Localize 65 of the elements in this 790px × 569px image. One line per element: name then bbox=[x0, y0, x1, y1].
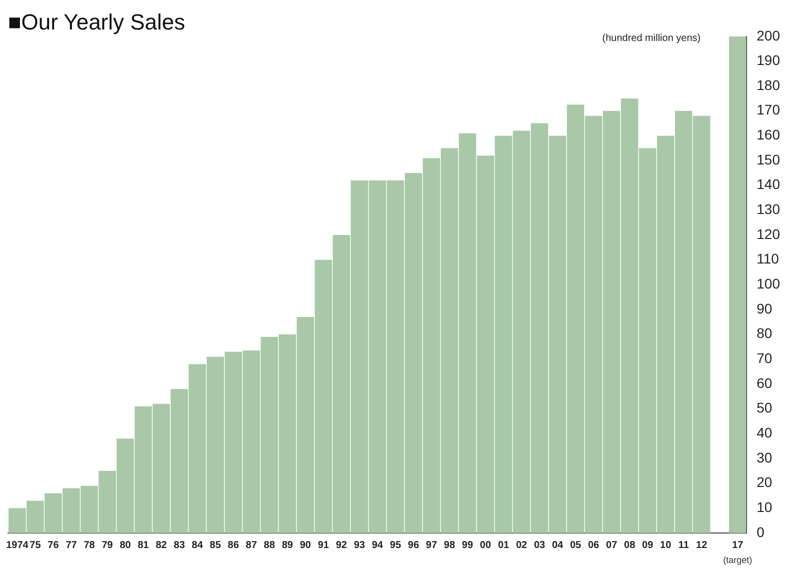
x-tick-label: 89 bbox=[282, 540, 294, 551]
x-tick-label: 86 bbox=[228, 540, 240, 551]
y-tick-label: 80 bbox=[756, 325, 772, 342]
x-tick-label: 75 bbox=[30, 540, 42, 551]
y-tick-label: 50 bbox=[756, 400, 772, 416]
y-tick-label: 110 bbox=[756, 250, 780, 267]
y-tick-label: 190 bbox=[756, 52, 780, 68]
y-axis-title: (hundred million yens) bbox=[602, 33, 701, 44]
x-tick-label: 99 bbox=[462, 540, 474, 551]
x-tick-label: 94 bbox=[372, 540, 384, 551]
x-tick-label: 09 bbox=[642, 540, 654, 551]
x-tick-label: 83 bbox=[174, 540, 186, 551]
x-tick-label: 92 bbox=[336, 540, 348, 551]
x-tick-label: 91 bbox=[318, 540, 330, 551]
x-tick-label: 07 bbox=[606, 540, 618, 551]
y-tick-label: 100 bbox=[756, 276, 780, 292]
x-tick-label: 85 bbox=[210, 540, 222, 551]
x-tick-label: 84 bbox=[192, 540, 204, 551]
x-tick-label: 00 bbox=[480, 540, 492, 551]
x-tick-label: 87 bbox=[246, 540, 258, 551]
x-tick-label: 97 bbox=[426, 540, 438, 551]
x-tick-label: 98 bbox=[444, 540, 456, 551]
x-tick-label: 76 bbox=[48, 540, 60, 551]
x-tick-label: 01 bbox=[498, 540, 510, 551]
y-tick-label: 60 bbox=[756, 374, 772, 391]
y-tick-label: 200 bbox=[756, 27, 780, 44]
y-tick-label: 70 bbox=[756, 350, 772, 366]
y-tick-label: 160 bbox=[756, 126, 780, 143]
x-tick-label: 77 bbox=[66, 540, 78, 551]
y-tick-label: 180 bbox=[756, 76, 780, 93]
x-tick-label: 79 bbox=[102, 540, 114, 551]
y-tick-label: 130 bbox=[756, 201, 780, 218]
y-tick-label: 150 bbox=[756, 151, 780, 168]
x-tick-label: 80 bbox=[120, 540, 132, 551]
y-tick-label: 140 bbox=[756, 176, 780, 192]
y-tick-label: 30 bbox=[756, 449, 772, 466]
x-tick-label: 04 bbox=[552, 540, 564, 551]
x-tick-label: 12 bbox=[696, 540, 708, 551]
text: (target) bbox=[723, 554, 752, 565]
x-tick-label: 88 bbox=[264, 540, 276, 551]
x-tick-label: 78 bbox=[84, 540, 96, 551]
y-tick-label: 120 bbox=[756, 226, 780, 242]
chart-title: ■Our Yearly Sales bbox=[8, 9, 186, 34]
y-tick-label: 20 bbox=[756, 474, 772, 490]
x-tick-label: 96 bbox=[408, 540, 420, 551]
x-tick-label: 08 bbox=[624, 540, 636, 551]
y-tick-label: 170 bbox=[756, 102, 780, 118]
x-tick-label: 06 bbox=[588, 540, 600, 551]
y-tick-label: 0 bbox=[756, 524, 765, 540]
x-tick-label: 82 bbox=[156, 540, 168, 551]
x-tick-label: 81 bbox=[138, 540, 150, 551]
x-tick-label: 95 bbox=[390, 540, 402, 551]
y-tick-label: 40 bbox=[756, 424, 772, 441]
x-tick-label: 03 bbox=[534, 540, 546, 551]
x-tick-label: 11 bbox=[678, 540, 690, 551]
x-tick-label: 02 bbox=[516, 540, 528, 551]
x-tick-label: 05 bbox=[570, 540, 582, 551]
x-tick-label: 17 bbox=[732, 540, 744, 551]
x-tick-label: 10 bbox=[660, 540, 672, 551]
bar bbox=[728, 36, 746, 533]
y-tick-label: 90 bbox=[756, 300, 772, 316]
x-tick-label: 90 bbox=[300, 540, 312, 551]
x-tick-label: 1974 bbox=[6, 540, 29, 551]
x-tick-label: 93 bbox=[354, 540, 366, 551]
y-tick-label: 10 bbox=[756, 499, 772, 516]
